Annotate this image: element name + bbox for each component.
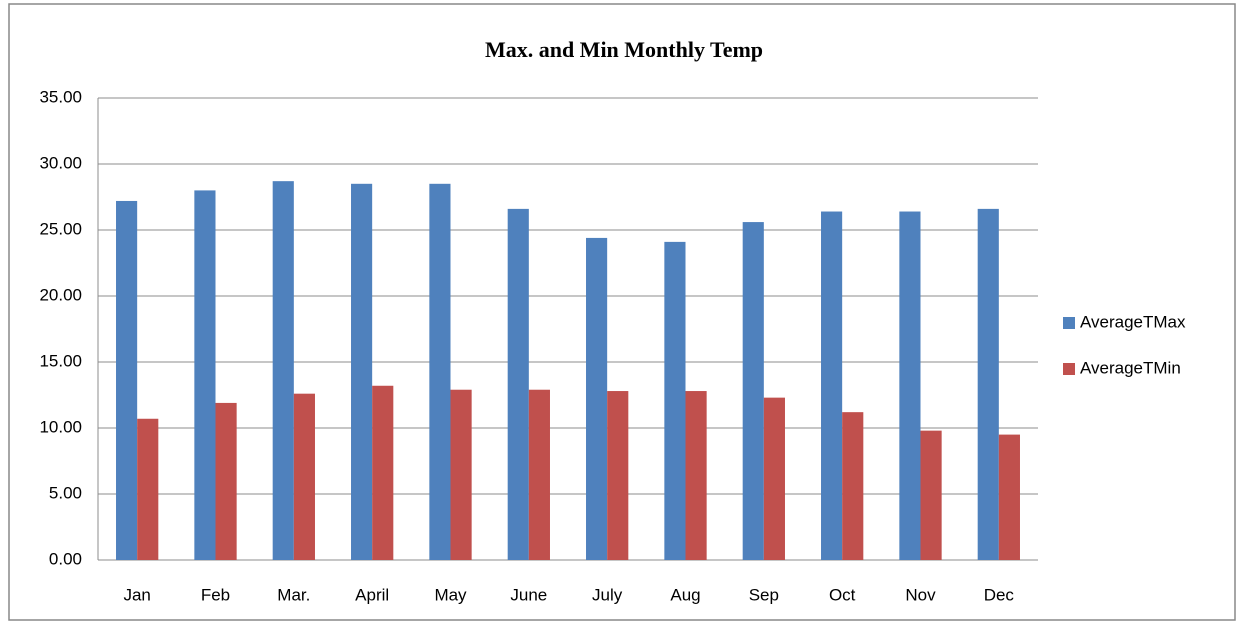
x-tick-label: Aug [670,585,700,604]
x-tick-label: April [355,585,389,604]
legend-swatch [1063,317,1075,329]
chart-title: Max. and Min Monthly Temp [485,37,763,62]
y-tick-label: 0.00 [49,549,82,568]
bar [998,434,1020,560]
x-tick-label: June [510,585,547,604]
y-tick-label: 20.00 [39,285,82,304]
bar [586,237,608,561]
bar [429,183,451,561]
bar [664,241,686,560]
bar [685,391,707,560]
x-tick-label: Jan [123,585,150,604]
bar [920,430,942,560]
bar [450,389,472,560]
bar [899,211,921,560]
bar [742,222,764,560]
x-tick-label: Feb [201,585,230,604]
bar [137,418,159,560]
bar [116,200,138,560]
bar [607,391,629,560]
bar [293,393,315,560]
y-tick-label: 15.00 [39,351,82,370]
bar [272,181,294,560]
legend-label: AverageTMax [1080,312,1186,331]
x-tick-label: Dec [984,585,1015,604]
bar [507,208,529,560]
y-tick-label: 30.00 [39,153,82,172]
bar [763,397,785,560]
bar [977,208,999,560]
x-tick-label: Mar. [277,585,310,604]
legend-label: AverageTMin [1080,358,1181,377]
y-tick-label: 10.00 [39,417,82,436]
bar [351,183,373,561]
bar [194,190,216,560]
bar [215,402,237,560]
x-tick-label: May [434,585,467,604]
bar [842,412,864,560]
bar [372,385,394,560]
x-tick-label: Oct [829,585,856,604]
y-tick-label: 25.00 [39,219,82,238]
y-tick-label: 5.00 [49,483,82,502]
x-tick-label: July [592,585,623,604]
x-tick-label: Sep [749,585,779,604]
x-tick-label: Nov [905,585,936,604]
bar [821,211,843,560]
bar [528,389,550,560]
legend-swatch [1063,363,1075,375]
y-tick-label: 35.00 [39,87,82,106]
